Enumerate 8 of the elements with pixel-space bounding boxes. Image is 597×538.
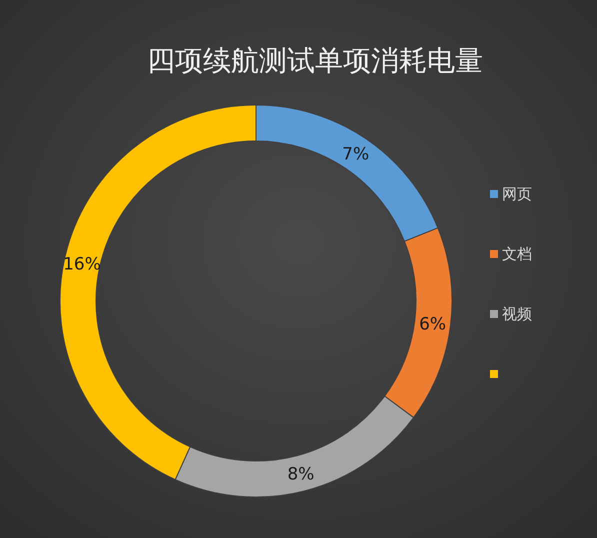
legend-label: 网页 bbox=[502, 185, 532, 203]
data-label: 7% bbox=[342, 144, 370, 165]
data-label: 6% bbox=[419, 314, 446, 335]
data-label: 16% bbox=[63, 254, 101, 274]
chart-title: 四项续航测试单项消耗电量 bbox=[147, 44, 483, 77]
legend-label: 文档 bbox=[502, 245, 532, 263]
data-label: 8% bbox=[287, 464, 314, 484]
legend-label: 视频 bbox=[502, 305, 532, 323]
